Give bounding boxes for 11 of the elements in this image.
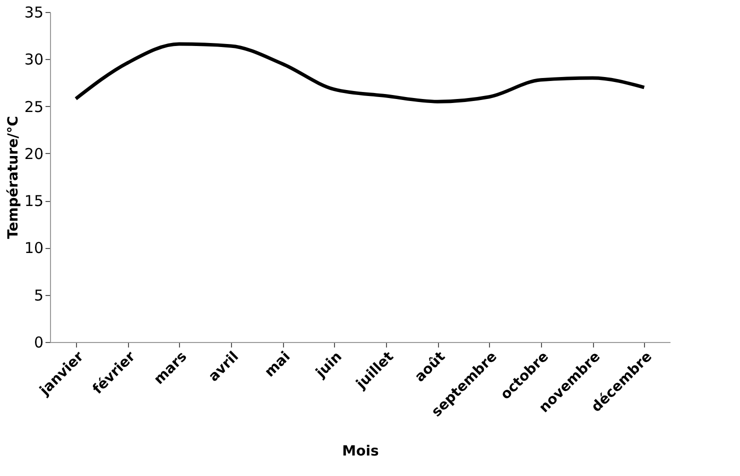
y-tick-label: 5 [34,286,44,304]
y-tick-label: 30 [24,50,44,69]
y-axis-title: Température/°C [5,116,22,240]
y-tick-label: 25 [24,98,44,116]
y-tick-label: 35 [24,4,44,22]
y-tick-label: 15 [24,192,44,210]
y-tick-label: 0 [34,334,44,352]
y-tick-label: 10 [24,239,44,258]
x-axis-title: Mois [342,444,379,460]
line-series [74,42,646,104]
y-tick-label: 20 [24,144,44,163]
